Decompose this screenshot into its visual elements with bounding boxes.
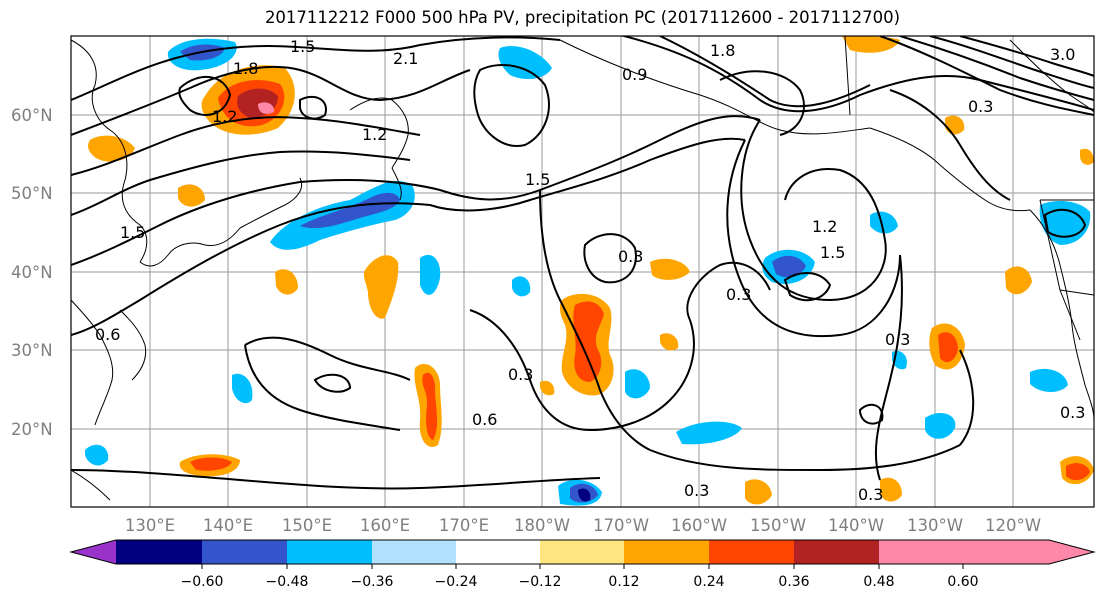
contour-label: 0.3 [726, 285, 751, 304]
contour-label: 0.3 [508, 365, 533, 384]
contour-label: 0.3 [618, 247, 643, 266]
lon-label: 160°W [671, 516, 727, 535]
lon-label: 130°E [125, 516, 175, 535]
lat-label-20n: 20°N [11, 420, 53, 439]
lat-label-60n: 60°N [11, 106, 53, 125]
contour-label: 0.3 [684, 481, 709, 500]
contour-label: 0.3 [885, 330, 910, 349]
colorbar-tick-label: 0.12 [608, 574, 639, 590]
colorbar-segment [372, 540, 456, 564]
lon-label: 160°E [360, 516, 410, 535]
colorbar-tick-label: −0.12 [519, 574, 562, 590]
colorbar-tick-label: 0.60 [947, 574, 978, 590]
colorbar-segment [456, 540, 540, 564]
lon-label: 170°E [439, 516, 489, 535]
colorbar: −0.60 −0.48 −0.36 −0.24 −0.12 0.12 0.24 … [69, 539, 1096, 590]
lat-label-50n: 50°N [11, 184, 53, 203]
lon-label: 140°E [203, 516, 253, 535]
colorbar-ticks [201, 564, 964, 569]
colorbar-tick-label: 0.36 [778, 574, 809, 590]
map-frame [70, 35, 1095, 508]
contour-label-group: 1.5 1.8 2.1 1.2 0.6 0.3 1.2 1.5 0.3 0.6 … [95, 37, 1085, 504]
contour-label: 1.2 [812, 217, 837, 236]
contour-label: 0.3 [858, 485, 883, 504]
colorbar-extend-high [963, 540, 1094, 564]
lon-label: 150°W [750, 516, 806, 535]
lon-label: 180°W [514, 516, 570, 535]
colorbar-segment [709, 540, 794, 564]
colorbar-segment [794, 540, 879, 564]
contour-label: 0.6 [472, 410, 497, 429]
lon-label: 150°E [282, 516, 332, 535]
contour-label: 1.5 [290, 37, 315, 56]
pv-contours [71, 36, 1094, 490]
colorbar-tick-label: −0.36 [351, 574, 394, 590]
colorbar-segment [202, 540, 287, 564]
lon-label: 130°W [907, 516, 963, 535]
colorbar-segment [879, 540, 963, 564]
contour-label: 3.0 [1050, 45, 1075, 64]
lon-label: 170°W [593, 516, 649, 535]
contour-label: 0.3 [968, 97, 993, 116]
colorbar-tick-label: 0.48 [863, 574, 894, 590]
lat-label-30n: 30°N [11, 341, 53, 360]
map-title: 2017112212 F000 500 hPa PV, precipitatio… [264, 8, 901, 27]
colorbar-tick-label: −0.24 [435, 574, 478, 590]
contour-label: 0.9 [622, 65, 647, 84]
colorbar-segment [287, 540, 372, 564]
colorbar-outline [69, 539, 1096, 565]
colorbar-segment [116, 540, 202, 564]
coastlines [71, 36, 1094, 501]
contour-label: 1.8 [710, 41, 735, 60]
contour-label: 1.5 [525, 170, 550, 189]
contour-label: 1.5 [120, 223, 145, 242]
colorbar-tick-label: 0.24 [693, 574, 724, 590]
latitude-labels: 60°N 50°N 40°N 30°N 20°N [11, 106, 53, 439]
colorbar-tick-label: −0.48 [266, 574, 309, 590]
longitude-labels: 130°E 140°E 150°E 160°E 170°E 180°W 170°… [125, 516, 1041, 535]
contour-label: 0.6 [95, 325, 120, 344]
colorbar-segment [540, 540, 624, 564]
contour-label: 1.8 [233, 59, 258, 78]
contour-label: 1.2 [362, 125, 387, 144]
colorbar-extend-low [71, 540, 116, 564]
lon-label: 120°W [985, 516, 1041, 535]
precip-shading [85, 36, 1094, 506]
contour-label: 2.1 [393, 49, 418, 68]
contour-label: 1.2 [212, 107, 237, 126]
colorbar-segment [624, 540, 709, 564]
lon-label: 140°W [828, 516, 884, 535]
contour-label: 0.3 [1060, 403, 1085, 422]
colorbar-tick-label: −0.60 [181, 574, 224, 590]
lat-label-40n: 40°N [11, 263, 53, 282]
contour-label: 1.5 [820, 243, 845, 262]
